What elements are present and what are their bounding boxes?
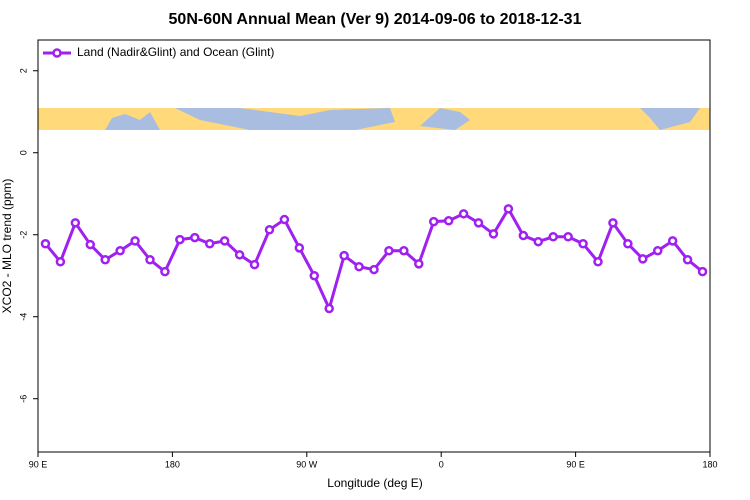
data-point [503, 204, 514, 214]
data-point [70, 218, 81, 228]
data-point [279, 214, 290, 225]
data-point [414, 259, 424, 269]
data-point [518, 230, 529, 241]
data-point [369, 264, 379, 275]
chart-title: 50N-60N Annual Mean (Ver 9) 2014-09-06 t… [169, 11, 582, 28]
data-point [40, 238, 51, 249]
data-point [473, 218, 484, 228]
data-point [623, 238, 633, 249]
data-point [85, 239, 96, 250]
data-point [458, 209, 469, 219]
data-point [354, 261, 364, 272]
x-tick-label: 180 [165, 459, 180, 469]
x-tick-label: 90 E [29, 459, 48, 469]
map-strip [38, 108, 710, 130]
data-point [115, 245, 125, 256]
data-point [533, 236, 544, 247]
x-tick-label: 90 E [566, 459, 585, 469]
data-point [608, 218, 618, 228]
data-point [160, 266, 170, 277]
y-tick-label: -6 [18, 395, 28, 403]
x-tick-label: 0 [439, 459, 444, 469]
data-point [593, 257, 603, 267]
data-point [294, 243, 305, 253]
data-point [130, 236, 140, 246]
y-tick-label: -2 [18, 231, 28, 239]
data-point [190, 232, 200, 243]
data-point [175, 234, 185, 245]
data-point [428, 216, 439, 227]
data-point [548, 232, 558, 242]
x-tick-label: 90 W [296, 459, 318, 469]
data-point [234, 250, 245, 260]
data-point [563, 232, 573, 242]
legend-label: Land (Nadir&Glint) and Ocean (Glint) [77, 45, 274, 59]
data-point [55, 257, 66, 267]
y-axis-label: XCO2 - MLO trend (ppm) [0, 179, 14, 314]
data-point [443, 216, 454, 226]
y-tick-label: 0 [18, 150, 28, 155]
data-point [145, 254, 155, 265]
data-point [488, 229, 499, 239]
data-point [100, 254, 110, 265]
data-point [682, 254, 693, 265]
x-axis-label: Longitude (deg E) [327, 476, 422, 490]
data-point [339, 250, 349, 261]
data-point [219, 236, 230, 246]
data-point [309, 270, 320, 281]
data-point [204, 238, 215, 249]
data-point [652, 245, 663, 256]
data-line [44, 205, 704, 313]
y-tick-label: -4 [18, 313, 28, 321]
data-point [264, 225, 275, 235]
data-point [324, 303, 334, 314]
data-point [697, 266, 708, 277]
legend-marker [52, 48, 62, 58]
data-point [249, 259, 260, 270]
data-point [638, 254, 648, 264]
data-point [667, 236, 678, 246]
data-point [578, 238, 588, 249]
x-tick-label: 180 [702, 459, 717, 469]
data-point [399, 245, 409, 256]
data-point [384, 245, 394, 256]
y-tick-label: 2 [18, 68, 28, 73]
plot-frame [37, 39, 711, 453]
